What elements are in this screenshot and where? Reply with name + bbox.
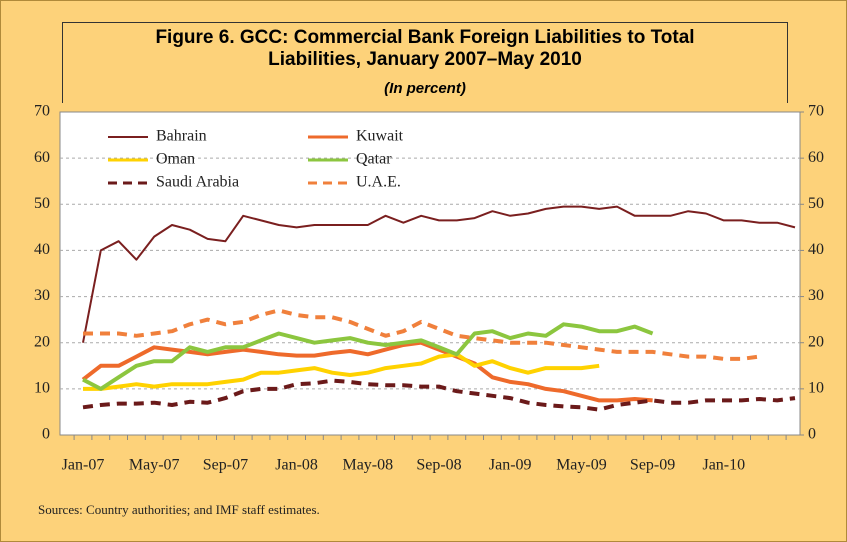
legend-label: Oman (156, 151, 195, 168)
series-line (82, 205, 796, 343)
series-line (82, 322, 654, 391)
x-tick-label: May-07 (129, 457, 180, 474)
x-tick-label: Jan-10 (702, 457, 745, 474)
y2-tick-label: 70 (808, 103, 824, 120)
legend-label: Qatar (356, 151, 392, 168)
y-tick-label: 60 (34, 149, 50, 166)
y-tick-label: 40 (34, 241, 50, 258)
series-line (83, 308, 760, 361)
y2-tick-label: 10 (808, 380, 824, 397)
chart-subtitle: (In percent) (384, 80, 466, 97)
x-tick-label: Jan-08 (275, 457, 318, 474)
y-tick-label: 30 (34, 287, 50, 304)
x-tick-label: Sep-07 (203, 457, 248, 474)
y2-tick-label: 30 (808, 287, 824, 304)
y-tick-label: 0 (42, 426, 50, 443)
y2-tick-label: 60 (808, 149, 824, 166)
y-tick-label: 10 (34, 380, 50, 397)
x-tick-label: May-09 (556, 457, 607, 474)
y2-tick-label: 0 (808, 426, 816, 443)
series-line (81, 340, 653, 403)
legend-label: Kuwait (356, 128, 404, 145)
legend-label: Bahrain (156, 128, 207, 145)
y2-tick-label: 40 (808, 241, 824, 258)
y2-tick-label: 50 (808, 195, 824, 212)
x-tick-label: May-08 (342, 457, 393, 474)
title-box (62, 22, 788, 103)
x-tick-label: Sep-09 (630, 457, 675, 474)
series-line (83, 352, 600, 391)
y-tick-label: 50 (34, 195, 50, 212)
legend-label: U.A.E. (356, 174, 401, 191)
y-tick-label: 70 (34, 103, 50, 120)
x-tick-label: Jan-09 (489, 457, 532, 474)
chart-title: Figure 6. GCC: Commercial Bank Foreign L… (155, 27, 695, 70)
source-note: Sources: Country authorities; and IMF st… (38, 502, 320, 517)
x-tick-label: Sep-08 (416, 457, 461, 474)
series-line (82, 378, 796, 412)
y-tick-label: 20 (34, 333, 50, 350)
legend-label: Saudi Arabia (156, 174, 239, 191)
plot-area (59, 111, 801, 436)
x-tick-label: Jan-07 (62, 457, 105, 474)
y2-tick-label: 20 (808, 333, 824, 350)
